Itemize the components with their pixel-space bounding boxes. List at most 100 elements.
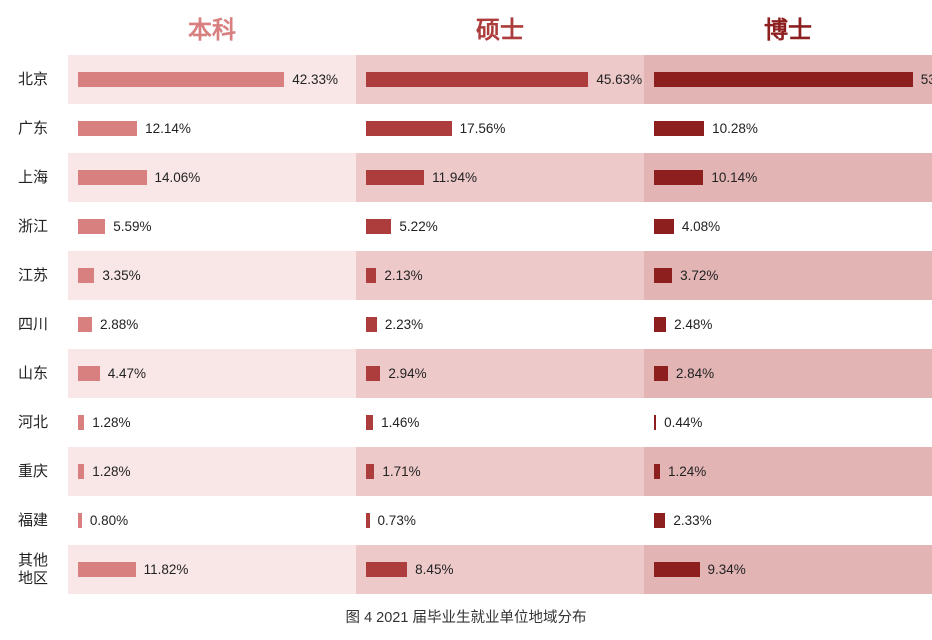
cell: 0.73% xyxy=(356,496,644,545)
row-label: 江苏 xyxy=(0,267,68,285)
row-label: 四川 xyxy=(0,316,68,334)
bar xyxy=(654,415,656,430)
data-row: 上海14.06%11.94%10.14% xyxy=(0,153,932,202)
value-label: 2.84% xyxy=(676,366,714,381)
cell: 42.33% xyxy=(68,55,356,104)
bar xyxy=(78,562,136,577)
bar xyxy=(654,268,672,283)
value-label: 42.33% xyxy=(292,72,338,87)
bar xyxy=(654,513,665,528)
value-label: 3.35% xyxy=(102,268,140,283)
value-label: 5.22% xyxy=(399,219,437,234)
bar xyxy=(366,415,373,430)
value-label: 1.46% xyxy=(381,415,419,430)
bar xyxy=(654,366,668,381)
cell: 0.44% xyxy=(644,398,932,447)
cell: 4.08% xyxy=(644,202,932,251)
series-header-boshi: 博士 xyxy=(644,10,932,45)
bar xyxy=(654,170,703,185)
value-label: 2.13% xyxy=(384,268,422,283)
value-label: 2.33% xyxy=(673,513,711,528)
series-header-label: 硕士 xyxy=(476,17,524,44)
bar xyxy=(366,121,452,136)
series-header-label: 本科 xyxy=(188,17,236,44)
cell: 2.13% xyxy=(356,251,644,300)
bar xyxy=(366,464,374,479)
cell: 9.34% xyxy=(644,545,932,594)
cell: 10.28% xyxy=(644,104,932,153)
cell: 2.48% xyxy=(644,300,932,349)
data-row: 山东4.47%2.94%2.84% xyxy=(0,349,932,398)
cell: 3.72% xyxy=(644,251,932,300)
value-label: 9.34% xyxy=(708,562,746,577)
bar xyxy=(78,170,147,185)
value-label: 3.72% xyxy=(680,268,718,283)
value-label: 0.80% xyxy=(90,513,128,528)
bar xyxy=(366,317,377,332)
data-row: 江苏 3.35% 2.13% 3.72% xyxy=(0,251,932,300)
cell: 11.94% xyxy=(356,153,644,202)
data-row: 重庆 1.28% 1.71% 1.24% xyxy=(0,447,932,496)
series-header-benke: 本科 xyxy=(68,10,356,45)
bar xyxy=(78,366,100,381)
value-label: 2.94% xyxy=(388,366,426,381)
cell: 0.80% xyxy=(68,496,356,545)
bar xyxy=(366,72,588,87)
value-label: 17.56% xyxy=(460,121,506,136)
cell: 2.84% xyxy=(644,349,932,398)
series-header-shuoshi: 硕士 xyxy=(356,10,644,45)
series-header-label: 博士 xyxy=(764,17,812,44)
bar xyxy=(78,219,105,234)
row-label: 重庆 xyxy=(0,463,68,481)
cell: 10.14% xyxy=(644,153,932,202)
value-label: 14.06% xyxy=(155,170,201,185)
row-label: 广东 xyxy=(0,120,68,138)
bar xyxy=(366,268,376,283)
data-row: 其他地区11.82%8.45%9.34% xyxy=(0,545,932,594)
bar xyxy=(654,72,913,87)
data-row: 四川2.88%2.23%2.48% xyxy=(0,300,932,349)
value-label: 10.28% xyxy=(712,121,758,136)
value-label: 0.44% xyxy=(664,415,702,430)
cell: 2.33% xyxy=(644,496,932,545)
data-row: 北京42.33%45.63%53.10% xyxy=(0,55,932,104)
value-label: 11.82% xyxy=(144,562,189,577)
bar xyxy=(78,121,137,136)
data-row: 广东12.14%17.56%10.28% xyxy=(0,104,932,153)
cell: 3.35% xyxy=(68,251,356,300)
cell: 1.71% xyxy=(356,447,644,496)
bar xyxy=(654,121,704,136)
cell: 17.56% xyxy=(356,104,644,153)
header-row: 本科 硕士 博士 xyxy=(0,0,932,55)
bar xyxy=(78,72,284,87)
value-label: 4.47% xyxy=(108,366,146,381)
cell: 45.63% xyxy=(356,55,644,104)
bar xyxy=(78,415,84,430)
value-label: 53.10% xyxy=(921,72,932,87)
value-label: 10.14% xyxy=(711,170,757,185)
chart-caption: 图 4 2021 届毕业生就业单位地域分布 xyxy=(0,606,932,627)
cell: 8.45% xyxy=(356,545,644,594)
cell: 2.88% xyxy=(68,300,356,349)
value-label: 2.48% xyxy=(674,317,712,332)
value-label: 1.28% xyxy=(92,464,130,479)
bar xyxy=(366,170,424,185)
data-row: 河北1.28%1.46%0.44% xyxy=(0,398,932,447)
cell: 11.82% xyxy=(68,545,356,594)
bar xyxy=(78,464,84,479)
cell: 1.24% xyxy=(644,447,932,496)
value-label: 1.24% xyxy=(668,464,706,479)
cell: 5.22% xyxy=(356,202,644,251)
bar xyxy=(654,464,660,479)
bar xyxy=(654,562,700,577)
chart-root: 本科 硕士 博士 北京42.33%45.63%53.10%广东12.14%17.… xyxy=(0,0,932,627)
cell: 2.94% xyxy=(356,349,644,398)
value-label: 2.88% xyxy=(100,317,138,332)
data-row: 浙江5.59%5.22%4.08% xyxy=(0,202,932,251)
value-label: 4.08% xyxy=(682,219,720,234)
bar xyxy=(78,513,82,528)
value-label: 11.94% xyxy=(432,170,477,185)
row-label: 河北 xyxy=(0,414,68,432)
value-label: 8.45% xyxy=(415,562,453,577)
bar xyxy=(654,317,666,332)
